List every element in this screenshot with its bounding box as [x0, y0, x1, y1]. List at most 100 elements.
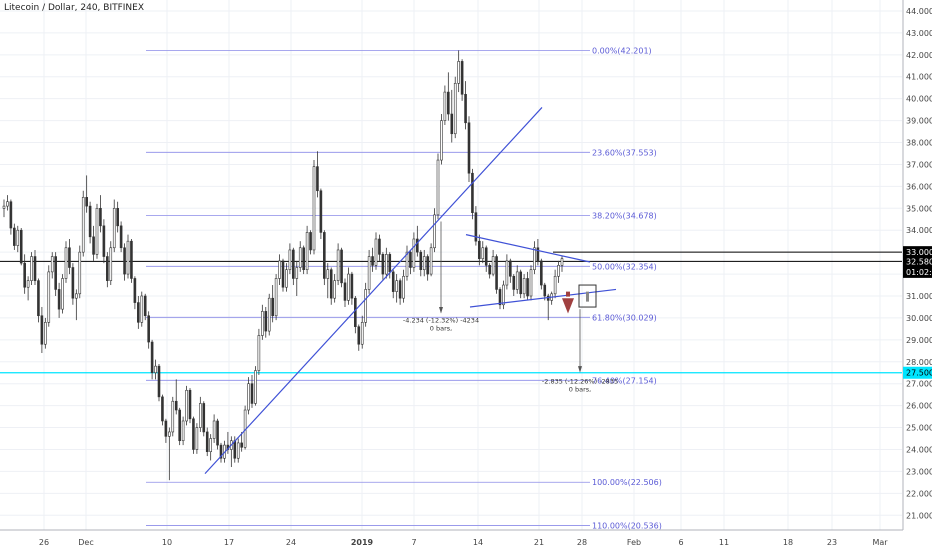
candle-body	[385, 254, 388, 275]
candle-body	[92, 236, 95, 255]
down-arrow-stem	[566, 291, 570, 297]
x-tick-label: 11	[719, 538, 729, 547]
fib-level-label: 23.60%(37.553)	[592, 148, 657, 157]
candle-body	[216, 420, 219, 446]
candle-body	[181, 420, 185, 442]
candle-body	[378, 238, 381, 255]
y-tick-label: 31.000	[906, 292, 932, 301]
x-tick-label: 26	[39, 538, 49, 547]
candle-body	[116, 207, 119, 227]
price-label: 33.000	[906, 248, 932, 257]
candle-body	[157, 365, 161, 398]
fib-level-label: 76.40%(27.154)	[592, 376, 657, 385]
candle-body	[54, 256, 57, 290]
candle-body	[329, 269, 333, 299]
candle-body	[26, 280, 30, 288]
candle-body	[453, 83, 457, 135]
candle-body	[354, 297, 357, 328]
price-label-box	[903, 255, 932, 268]
time-axis[interactable]: 26 Dec 10 17 24 2019 7 14 21 28 Feb 6 11 18 23 Mar	[0, 529, 903, 547]
candle-body	[202, 403, 206, 433]
candle-body	[447, 91, 450, 115]
fib-level-label: 61.80%(30.029)	[592, 313, 657, 322]
candle-body	[316, 166, 319, 192]
measure-arrowhead	[578, 366, 582, 373]
candle-body	[254, 370, 257, 404]
price-axis[interactable]: 21.000 22.000 23.000 24.000 25.000 26.000 27.0…	[902, 0, 932, 530]
x-tick-label: 7	[411, 538, 416, 547]
y-tick-label: 23.000	[906, 467, 932, 476]
candle-body	[481, 247, 485, 260]
candle-body	[292, 249, 295, 279]
candle-body	[388, 254, 392, 273]
y-tick-label: 21.000	[906, 511, 932, 520]
chart-title: Litecoin / Dollar, 240, BITFINEX	[4, 3, 145, 13]
candle-body	[426, 256, 429, 275]
y-tick-label: 22.000	[906, 489, 932, 498]
candle-body	[512, 275, 516, 290]
y-tick-label: 28.000	[906, 358, 932, 367]
candle-body	[529, 269, 533, 297]
fib-retracement[interactable]: 0.00%(42.201) 23.60%(37.553) 38.20%(34.678…	[146, 46, 662, 530]
candle-body	[188, 389, 192, 420]
candle-body	[464, 93, 467, 124]
candle-body	[350, 273, 354, 299]
candle-body	[161, 396, 164, 422]
candle-body	[112, 207, 116, 249]
candle-body	[271, 297, 274, 317]
price-label: 01:02:48	[906, 268, 932, 277]
candle-body	[278, 260, 281, 279]
candle-body	[336, 249, 340, 281]
price-label: 32.580	[906, 257, 932, 266]
candle-body	[147, 315, 150, 343]
candle-body	[364, 289, 367, 323]
candle-body	[450, 113, 454, 135]
candle-body	[236, 442, 240, 459]
candle-body	[505, 260, 509, 286]
grid	[0, 0, 902, 530]
candle-body	[64, 247, 68, 279]
y-tick-label: 41.000	[906, 73, 932, 82]
candle-body	[419, 251, 423, 270]
candle-body	[16, 229, 20, 246]
candle-body	[471, 172, 474, 213]
candle-body	[488, 265, 491, 275]
candle-body	[140, 295, 144, 323]
candle-body	[502, 284, 505, 306]
candle-body	[422, 256, 426, 270]
candle-body	[433, 214, 436, 249]
candle-body	[371, 256, 374, 266]
candle-body	[23, 262, 26, 288]
candle-body	[440, 120, 443, 161]
candle-body	[133, 278, 137, 303]
candle-body	[247, 383, 250, 411]
candle-body	[192, 418, 195, 450]
uptrend-line	[204, 107, 543, 475]
candle-body	[2, 205, 6, 209]
candle-body	[543, 284, 547, 297]
candles	[2, 50, 564, 481]
candle-body	[195, 427, 199, 450]
candle-body	[495, 256, 498, 290]
candle-body	[467, 122, 471, 174]
candle-body	[50, 256, 54, 273]
candle-body	[81, 197, 85, 253]
candle-body	[409, 251, 412, 268]
candle-body	[360, 322, 364, 345]
candle-body	[130, 240, 133, 279]
candle-body	[250, 383, 254, 404]
candle-body	[150, 341, 154, 374]
candle-body	[405, 251, 409, 277]
candle-body	[178, 409, 181, 442]
candle-body	[212, 420, 216, 439]
horizontal-lines[interactable]	[0, 251, 902, 374]
candle-body	[347, 273, 350, 301]
measure-label: -2.835 (-12.26%) -2835	[542, 378, 618, 386]
candle-body	[30, 256, 33, 281]
candle-body	[274, 278, 278, 317]
candle-body	[143, 295, 147, 317]
candle-body	[78, 251, 82, 295]
